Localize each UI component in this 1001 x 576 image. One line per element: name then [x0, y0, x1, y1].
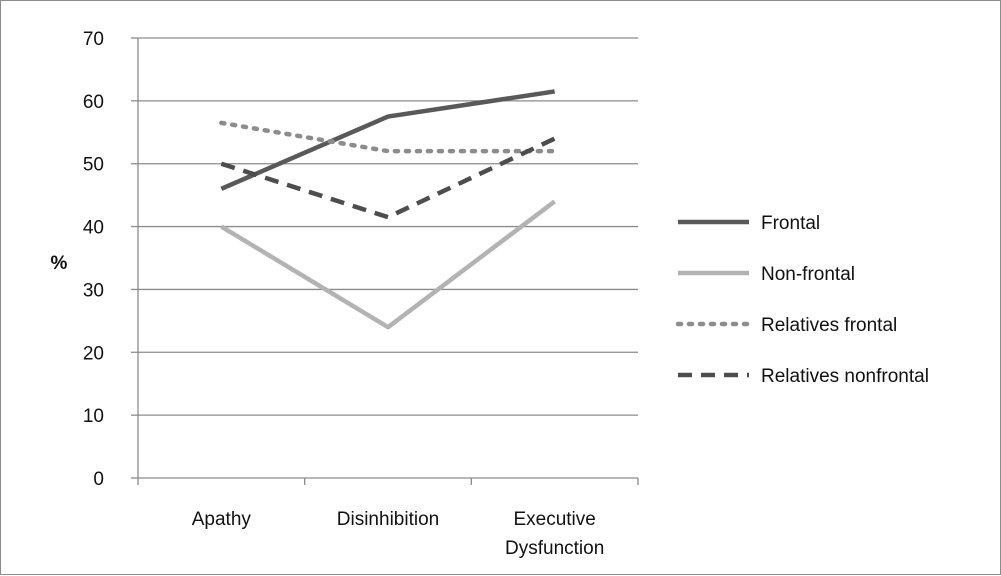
series-line-non-frontal	[220, 199, 557, 330]
gridlines	[138, 37, 638, 416]
series-line-frontal	[220, 89, 556, 191]
series-lines	[219, 89, 557, 330]
y-tick-label: 60	[83, 92, 104, 113]
y-tick-label: 20	[83, 343, 104, 364]
series-line-relatives-nonfrontal	[220, 136, 556, 220]
x-tick-label: Executive Dysfunction	[505, 509, 604, 559]
y-tick-label: 30	[83, 280, 104, 301]
y-tick-labels: 0 10 20 30 40 50 60 70	[83, 29, 104, 490]
y-tick-label: 0	[93, 469, 104, 490]
y-tick-label: 70	[83, 29, 104, 50]
axes	[131, 37, 639, 485]
x-tick-labels: Apathy Disinhibition Executive Dysfunction	[192, 509, 605, 559]
legend-label: Frontal	[761, 213, 820, 234]
y-tick-label: 50	[83, 155, 104, 176]
x-tick-label: Apathy	[192, 509, 252, 530]
x-tick-label: Disinhibition	[337, 509, 439, 530]
legend: Frontal Non-frontal Relatives frontal Relat…	[675, 213, 929, 387]
y-tick-label: 40	[83, 218, 104, 239]
series-line-relatives-frontal	[219, 120, 557, 154]
legend-label: Relatives frontal	[761, 315, 897, 336]
legend-label: Non-frontal	[761, 264, 855, 285]
y-tick-label: 10	[83, 406, 104, 427]
y-axis-title: %	[51, 253, 68, 274]
legend-label: Relatives nonfrontal	[761, 366, 929, 387]
